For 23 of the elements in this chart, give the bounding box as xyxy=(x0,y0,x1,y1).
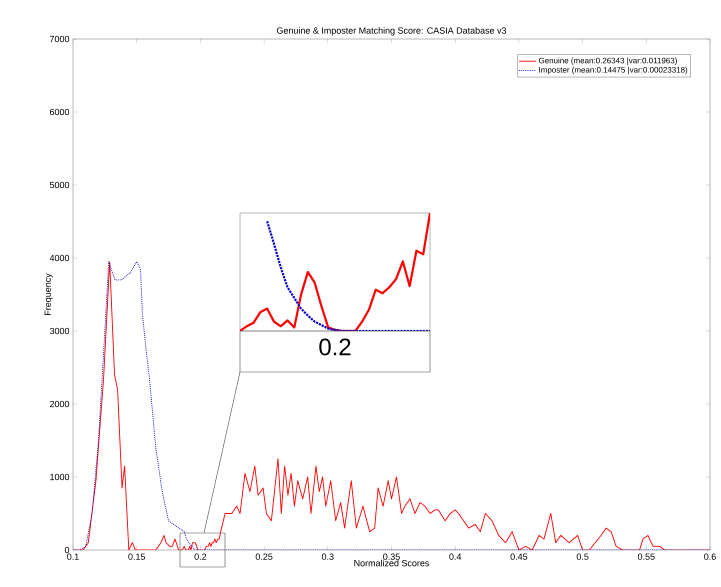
x-tick-label: 0.1 xyxy=(67,554,79,560)
x-tick-label: 0.3 xyxy=(322,554,334,560)
y-tick-label: 7000 xyxy=(50,36,70,42)
y-tick-label: 0 xyxy=(64,546,70,554)
x-tick-label: 0.55 xyxy=(638,554,655,560)
x-tick-label: 0.5 xyxy=(576,554,588,560)
x-tick-label: 0.25 xyxy=(256,554,272,560)
chart-title: Genuine & Imposter Matching Score: CASIA Database v3 xyxy=(276,27,506,36)
y-tick-label: 3000 xyxy=(50,328,70,334)
y-axis-title: Frequency xyxy=(44,273,53,315)
y-tick-label: 6000 xyxy=(50,108,70,116)
x-tick-label: 0.15 xyxy=(128,554,146,560)
x-tick-label: 0.2 xyxy=(194,554,206,560)
y-tick-label: 5000 xyxy=(50,182,70,188)
y-tick-label: 1000 xyxy=(50,474,70,480)
x-tick-label: 0.35 xyxy=(383,554,400,560)
x-tick-label: 0.6 xyxy=(704,554,716,560)
x-tick-label: 0.4 xyxy=(449,554,462,560)
annotation: 0.2 xyxy=(319,338,350,356)
y-tick-label: 2000 xyxy=(50,400,70,408)
x-tick-label: 0.45 xyxy=(510,554,528,560)
y-tick-label: 4000 xyxy=(50,254,70,262)
x-axis-title: Normalized Scores xyxy=(354,560,430,566)
